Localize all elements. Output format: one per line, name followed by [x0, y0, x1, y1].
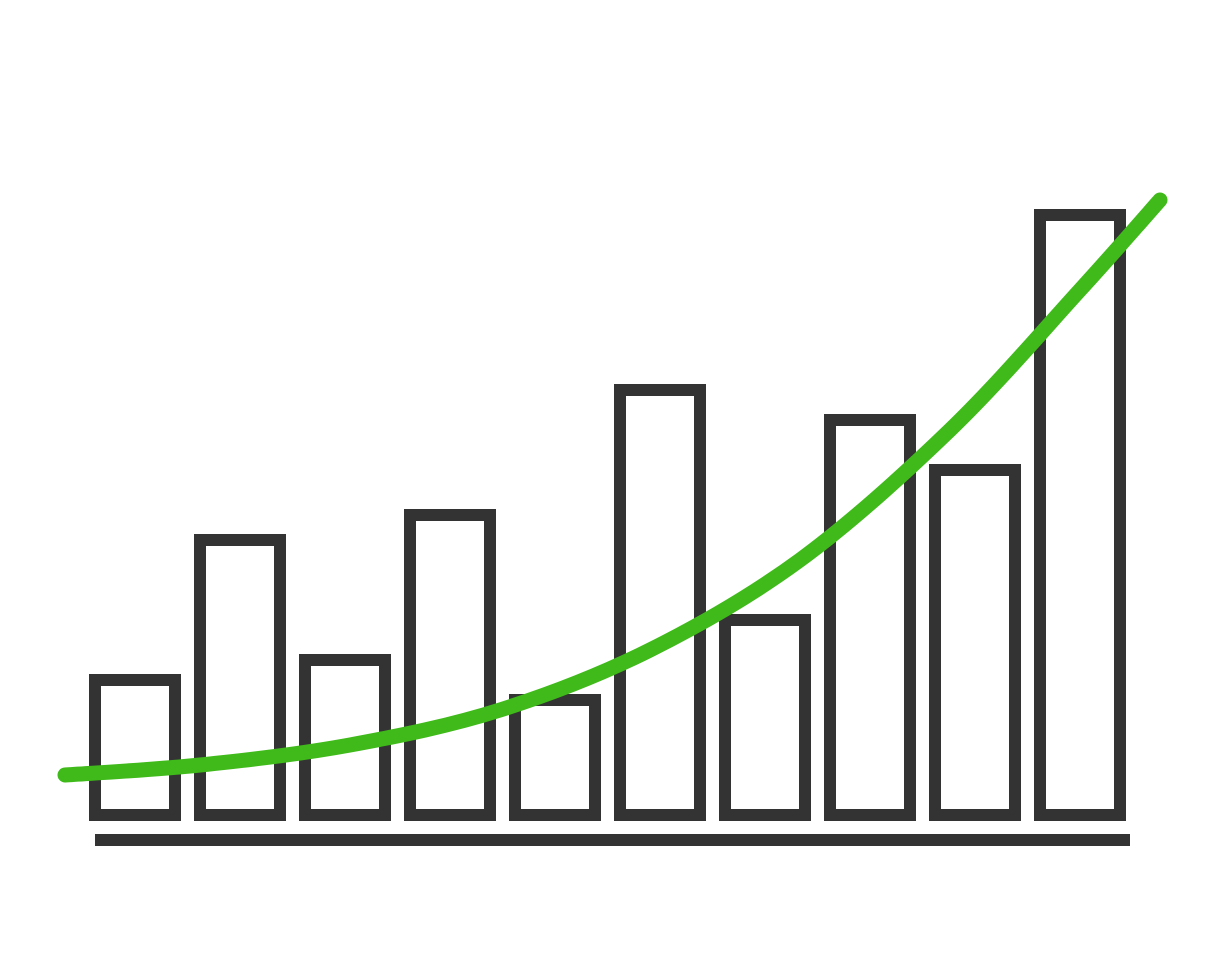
bar-4 [410, 515, 490, 815]
bar-7 [725, 620, 805, 815]
bar-10 [1040, 215, 1120, 815]
chart-svg [0, 0, 1225, 980]
bar-5 [515, 700, 595, 815]
growth-chart [0, 0, 1225, 980]
bar-6 [620, 390, 700, 815]
bar-2 [200, 540, 280, 815]
bar-9 [935, 470, 1015, 815]
bar-1 [95, 680, 175, 815]
